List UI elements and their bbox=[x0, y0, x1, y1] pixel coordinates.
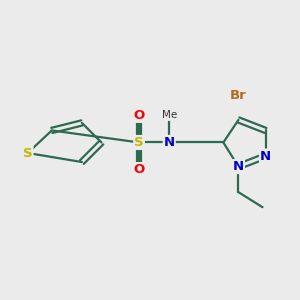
Text: Br: Br bbox=[230, 89, 247, 102]
Text: S: S bbox=[23, 146, 32, 160]
Text: N: N bbox=[233, 160, 244, 173]
Text: O: O bbox=[134, 109, 145, 122]
Text: S: S bbox=[134, 136, 144, 149]
Text: N: N bbox=[260, 149, 271, 163]
Text: O: O bbox=[134, 163, 145, 176]
Text: Me: Me bbox=[162, 110, 177, 120]
Text: N: N bbox=[164, 136, 175, 149]
